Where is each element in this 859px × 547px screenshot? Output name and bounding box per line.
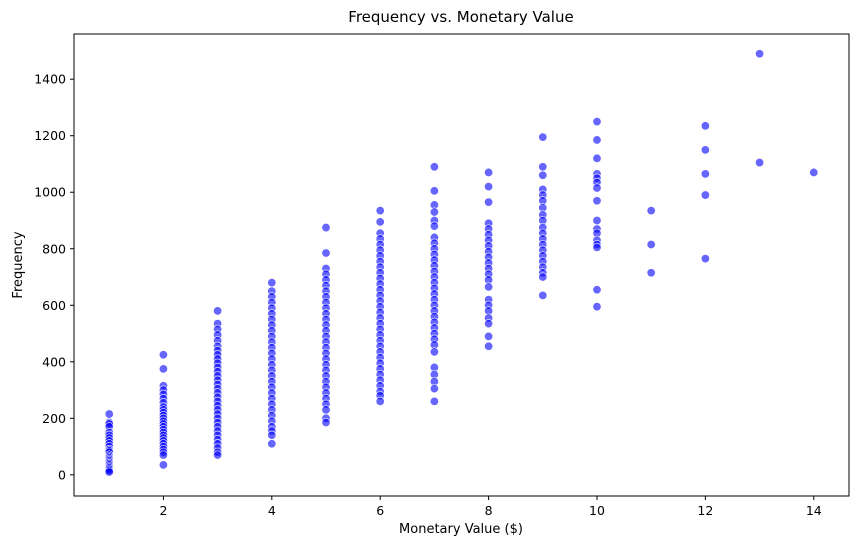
x-tick-label: 12 xyxy=(697,503,713,518)
x-tick-label: 10 xyxy=(589,503,605,518)
points-layer xyxy=(104,49,819,477)
scatter-point-114 xyxy=(321,248,331,258)
scatter-point-252 xyxy=(592,153,602,163)
scatter-point-275 xyxy=(755,158,765,168)
y-tick-label: 400 xyxy=(42,354,66,369)
scatter-point-202 xyxy=(429,347,439,357)
scatter-point-257 xyxy=(592,196,602,206)
scatter-point-273 xyxy=(700,254,710,264)
y-tick-label: 1000 xyxy=(34,185,66,200)
y-tick-label: 0 xyxy=(58,467,66,482)
scatter-point-26 xyxy=(158,350,168,360)
scatter-point-112 xyxy=(267,439,277,449)
scatter-point-52 xyxy=(213,306,223,316)
scatter-point-256 xyxy=(592,183,602,193)
scatter-point-83 xyxy=(213,450,223,460)
scatter-point-209 xyxy=(484,182,494,192)
scatter-point-25 xyxy=(104,467,114,477)
scatter-point-276 xyxy=(809,167,819,177)
scatter-point-229 xyxy=(484,341,494,351)
scatter-point-265 xyxy=(592,302,602,312)
y-axis-title: Frequency xyxy=(11,231,26,298)
scatter-point-177 xyxy=(429,186,439,196)
scatter-point-274 xyxy=(755,49,765,59)
x-axis-title: Monetary Value ($) xyxy=(399,522,523,537)
y-tick-label: 1400 xyxy=(34,72,66,87)
scatter-point-266 xyxy=(646,206,656,216)
scatter-point-142 xyxy=(321,418,331,428)
plot-frame xyxy=(73,33,850,497)
scatter-point-271 xyxy=(700,169,710,179)
scatter-point-0 xyxy=(104,409,114,419)
chart-title: Frequency vs. Monetary Value xyxy=(348,8,573,26)
scatter-point-181 xyxy=(429,221,439,231)
x-tick-label: 6 xyxy=(376,503,384,518)
scatter-point-272 xyxy=(700,190,710,200)
y-tick-label: 200 xyxy=(42,411,66,426)
scatter-point-232 xyxy=(538,170,548,180)
scatter-point-207 xyxy=(429,396,439,406)
scatter-point-179 xyxy=(429,207,439,217)
scatter-point-248 xyxy=(538,272,548,282)
scatter-point-210 xyxy=(484,197,494,207)
scatter-point-230 xyxy=(538,132,548,142)
scatter-point-270 xyxy=(700,145,710,155)
scatter-point-264 xyxy=(592,285,602,295)
scatter-point-111 xyxy=(267,430,277,440)
scatter-point-251 xyxy=(592,135,602,145)
x-tick-label: 8 xyxy=(485,503,493,518)
x-tick-label: 2 xyxy=(159,503,167,518)
scatter-point-222 xyxy=(484,282,494,292)
scatter-point-268 xyxy=(646,268,656,278)
scatter-point-231 xyxy=(538,162,548,172)
scatter-point-208 xyxy=(484,167,494,177)
y-tick-label: 600 xyxy=(42,298,66,313)
scatter-point-249 xyxy=(538,290,548,300)
scatter-point-176 xyxy=(429,162,439,172)
scatter-point-258 xyxy=(592,216,602,226)
x-tick-label: 14 xyxy=(806,503,822,518)
x-tick-label: 4 xyxy=(268,503,276,518)
scatter-point-206 xyxy=(429,384,439,394)
scatter-point-263 xyxy=(592,242,602,252)
scatter-point-143 xyxy=(375,206,385,216)
scatter-point-267 xyxy=(646,240,656,250)
scatter-point-228 xyxy=(484,331,494,341)
scatter-point-27 xyxy=(158,364,168,374)
scatter-point-227 xyxy=(484,319,494,329)
scatter-point-140 xyxy=(321,405,331,415)
y-tick-label: 1200 xyxy=(34,128,66,143)
y-tick-label: 800 xyxy=(42,241,66,256)
scatter-point-250 xyxy=(592,117,602,127)
ticks-layer: 2 4 6 8 10 12 14 0 200 400 600 800 1000 1200 1400 xyxy=(34,72,822,518)
scatter-point-50 xyxy=(158,450,168,460)
scatter-point-113 xyxy=(321,223,331,233)
scatter-point-144 xyxy=(375,217,385,227)
scatter-point-84 xyxy=(267,278,277,288)
scatter-point-51 xyxy=(158,460,168,470)
scatter-point-175 xyxy=(375,396,385,406)
scatter-point-269 xyxy=(700,121,710,131)
